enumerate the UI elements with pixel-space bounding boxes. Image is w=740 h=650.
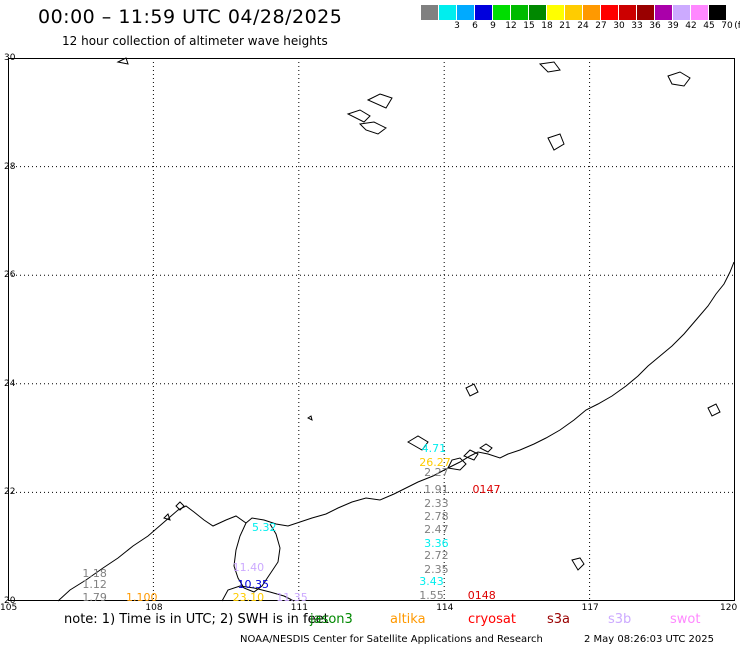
wave-height-label: 26.27 [419,455,451,469]
wave-height-label: 5.32 [252,520,277,534]
scale-swatch [691,5,709,20]
scale-swatch [421,5,439,20]
coastline-leizhou [233,522,281,593]
scale-swatch [637,5,655,20]
map-plot [8,57,735,602]
scale-label: 30 [613,21,625,31]
scale-swatch [601,5,619,20]
wave-height-label: 1.79 [82,591,107,605]
wave-height-label: 3.43 [419,574,444,588]
satellite-swot: swot [670,612,701,627]
wave-height-label: 2.27 [424,466,449,480]
map-border [8,58,735,601]
scale-swatch [475,5,493,20]
scale-swatch [439,5,457,20]
longitude-label: 111 [290,603,308,613]
longitude-label: 108 [145,603,163,613]
scale-label: 42 [685,21,697,31]
coastline-hainan [221,585,295,602]
coastline-mainland [57,261,735,602]
wave-height-label: 11.40 [232,561,265,575]
wave-height-label: 2.35 [424,562,449,576]
scale-label: 24 [577,21,589,31]
scale-label: 18 [541,21,553,31]
scale-label: 33 [631,21,643,31]
coastline-island-tiny [116,57,313,421]
coastline-islands-north [346,93,393,135]
latitude-label: 20 [4,596,16,606]
wave-height-label: 2.78 [424,509,449,523]
scale-label: 70 [721,21,733,31]
footnote: note: 1) Time is in UTC; 2) SWH is in fe… [64,612,329,627]
scale-label: 6 [472,21,478,31]
scale-swatch [529,5,547,20]
scale-label: 39 [667,21,679,31]
coastline-islands-west [163,501,185,521]
wave-height-label: 11.35 [276,591,308,605]
coastline-islands-northeast [538,61,691,151]
scale-swatch [511,5,529,20]
longitude-label: 120 [720,603,738,613]
scale-label: 27 [595,21,607,31]
scale-swatch [709,5,727,20]
latitude-label: 22 [4,487,16,498]
map-subtitle: 12 hour collection of altimeter wave hei… [62,34,328,48]
wave-height-label: 23.10 [232,591,265,605]
scale-swatch [583,5,601,20]
satellite-cryosat: cryosat [468,612,516,627]
latitude-label: 30 [4,53,16,63]
wave-height-label: 4.71 [421,441,447,455]
scale-swatch [457,5,475,20]
scale-label: 9 [490,21,496,31]
scale-swatch [619,5,637,20]
wave-height-label: 1.100 [126,591,158,605]
satellite-jason3: jason3 [310,612,353,627]
wave-height-label: 2.72 [424,549,449,563]
scale-swatch [655,5,673,20]
wave-height-label: 1.91 [424,482,449,496]
scale-label: 21 [559,21,571,31]
scale-unit: (ft) [734,21,740,31]
coastline-islands-prd [407,435,493,471]
scale-label: 45 [703,21,715,31]
scale-swatch [493,5,511,20]
scale-swatch [673,5,691,20]
credit-line: NOAA/NESDIS Center for Satellite Applica… [240,634,543,645]
wave-height-label: 0147 [472,482,501,496]
wave-height-label: 2.33 [424,497,449,511]
satellite-s3a: s3a [547,612,571,627]
scale-swatch [547,5,565,20]
longitude-label: 117 [581,603,599,613]
wave-height-label: 3.36 [424,536,449,550]
grid-lines [8,58,735,601]
coastline-islands-east [465,383,721,417]
latitude-label: 26 [4,270,16,281]
wave-height-label: 1.18 [82,566,107,580]
longitude-label: 105 [0,603,18,613]
satellite-s3b: s3b [608,612,632,627]
wave-height-label: 0148 [467,588,496,602]
latitude-label: 28 [4,161,16,172]
map-title: 00:00 – 11:59 UTC 04/28/2025 [38,6,343,28]
color-scale [421,5,727,20]
scale-label: 12 [505,21,517,31]
generated-timestamp: 2 May 08:26:03 UTC 2025 [584,634,714,645]
wave-height-label: 1.55 [419,588,444,602]
satellite-altika: altika [390,612,426,627]
latitude-label: 24 [4,378,16,389]
wave-height-label: 1.12 [82,577,107,591]
longitude-label: 114 [436,603,454,613]
coastline-island-south [571,557,585,571]
scale-label: 15 [523,21,535,31]
scale-label: 36 [649,21,661,31]
wave-height-label: 2.47 [424,523,449,537]
scale-label: 3 [454,21,460,31]
coastline [57,57,735,602]
wave-height-label: 10.35 [237,577,269,591]
scale-swatch [565,5,583,20]
